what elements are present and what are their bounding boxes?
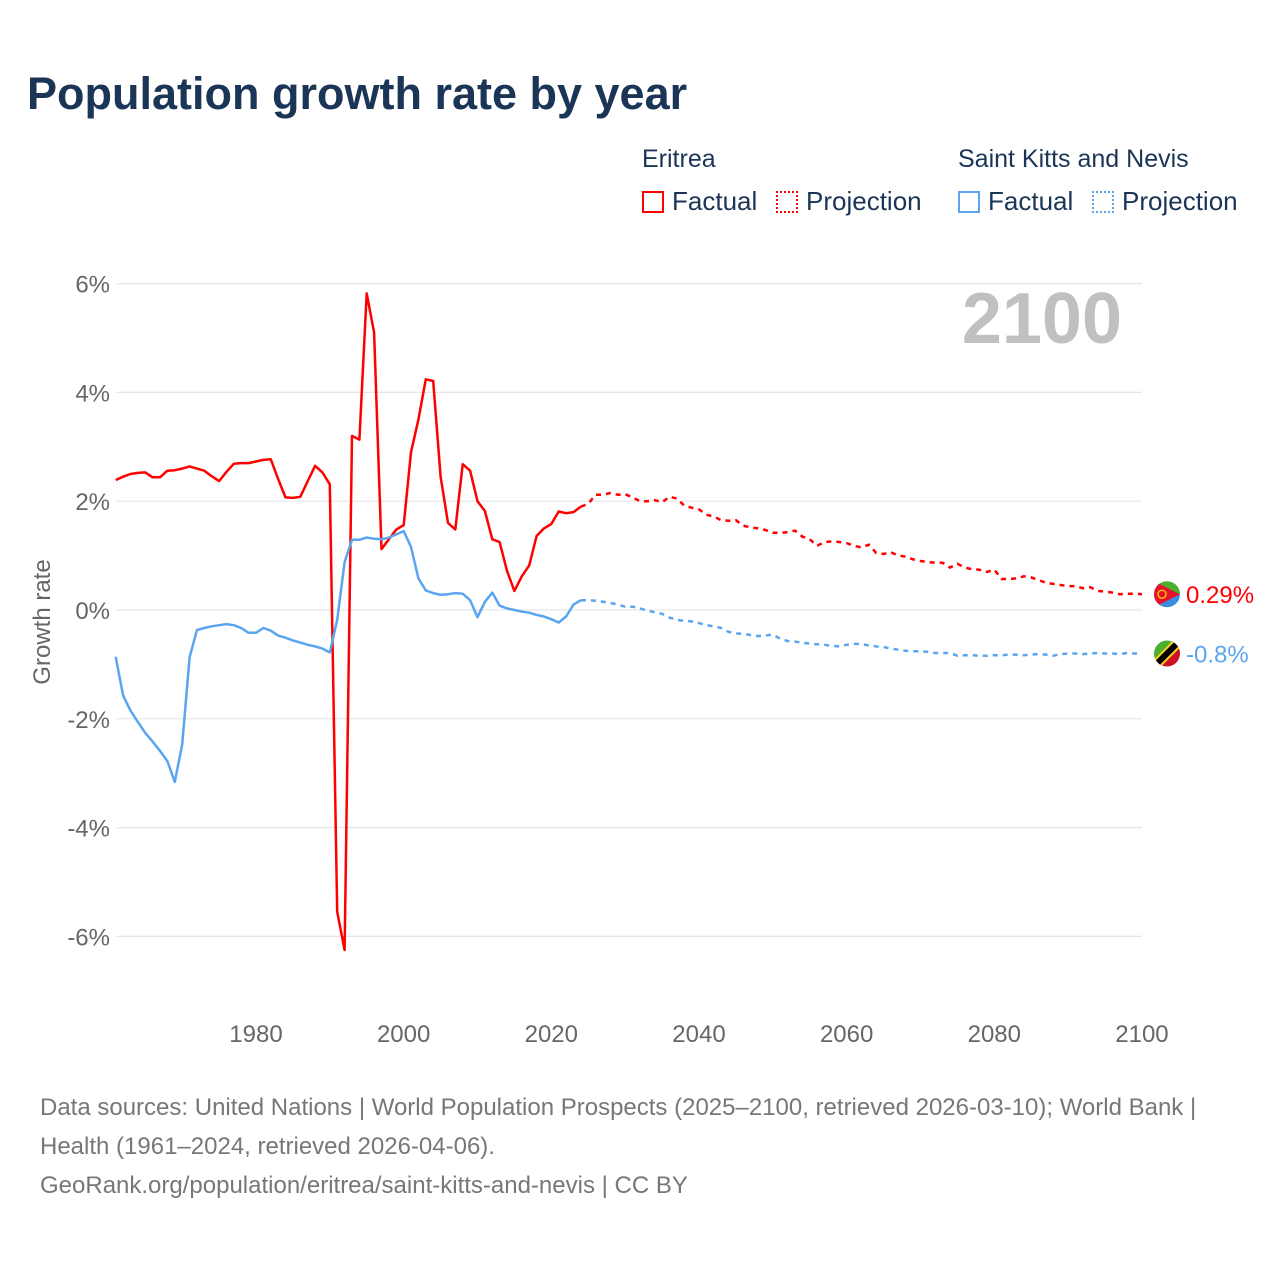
series-line-projection (580, 491, 1143, 596)
y-tick-label: 0% (75, 598, 110, 625)
y-tick-label: -2% (67, 707, 110, 734)
legend-group-saint-kitts: Saint Kitts and Nevis (958, 145, 1189, 173)
source-link[interactable]: GeoRank.org/population/eritrea/saint-kit… (40, 1172, 688, 1199)
legend-swatch-dotted (1092, 190, 1114, 213)
legend-group-eritrea: Eritrea (642, 145, 716, 173)
legend-eritrea-factual[interactable]: Factual (642, 186, 757, 217)
legend-label: Projection (1122, 186, 1238, 216)
y-tick-label: 2% (75, 489, 110, 516)
x-tick-label: 2000 (377, 1021, 430, 1048)
eritrea-flag-icon (1154, 581, 1180, 608)
x-tick-label: 2020 (525, 1021, 578, 1048)
legend-skn-factual[interactable]: Factual (958, 186, 1073, 217)
legend-swatch-solid (642, 190, 664, 213)
current-year-label: 2100 (961, 279, 1122, 359)
y-tick-label: -6% (67, 924, 110, 951)
legend-label: Projection (806, 186, 922, 216)
y-tick-label: 6% (75, 272, 110, 299)
footer: Data sources: United Nations | World Pop… (40, 1088, 1240, 1205)
series-line-factual (114, 529, 582, 784)
end-value-label: -0.8% (1186, 642, 1249, 669)
series-line-factual (115, 292, 582, 952)
x-tick-label: 2060 (820, 1021, 873, 1048)
legend-eritrea-projection[interactable]: Projection (776, 186, 922, 217)
saint-kitts-and-nevis-flag-icon (1154, 640, 1180, 667)
series-line-projection (580, 598, 1142, 657)
legend-swatch-dotted (776, 190, 798, 213)
x-tick-label: 1980 (229, 1021, 282, 1048)
y-tick-label: -4% (67, 816, 110, 843)
y-axis-label: Growth rate (29, 559, 56, 684)
x-tick-label: 2100 (1115, 1021, 1168, 1048)
legend-label: Factual (988, 186, 1074, 216)
end-value-label: 0.29% (1186, 582, 1254, 609)
x-tick-label: 2040 (672, 1021, 725, 1048)
legend-swatch-solid (958, 190, 980, 213)
data-sources: Data sources: United Nations | World Pop… (40, 1094, 1197, 1160)
x-tick-label: 2080 (968, 1021, 1021, 1048)
legend-skn-projection[interactable]: Projection (1092, 186, 1238, 217)
y-tick-label: 4% (75, 380, 110, 407)
chart-title: Population growth rate by year (27, 68, 688, 119)
legend-label: Factual (672, 186, 758, 216)
